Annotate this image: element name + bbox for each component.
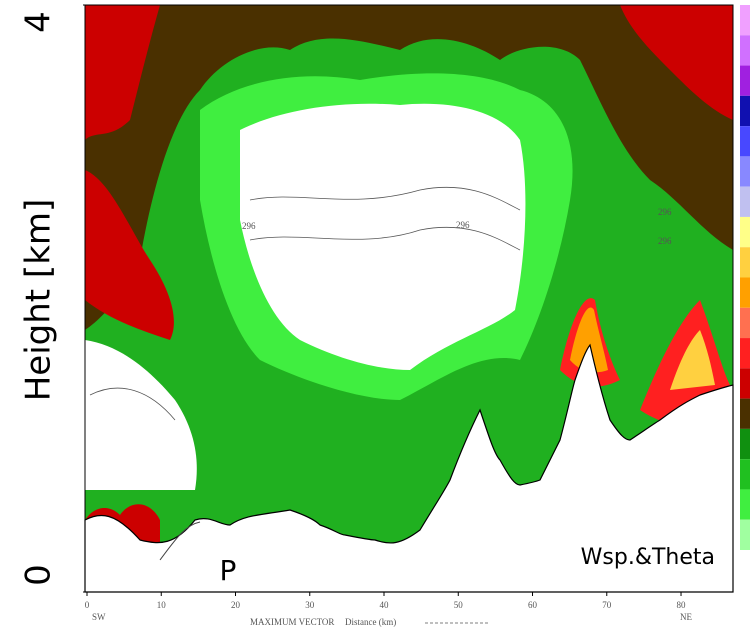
colorbar-swatch: [740, 519, 750, 550]
x-tick-label: 20: [231, 600, 241, 610]
colorbar-swatch: [740, 35, 750, 66]
x-axis-label: Distance (km): [345, 617, 396, 627]
annotations: P Wsp.&Theta SW NE MAXIMUM VECTOR 296 29…: [19, 199, 716, 627]
x-tick-label: 80: [677, 600, 687, 610]
x-tick-label: 0: [85, 600, 90, 610]
y-tick-label: 4: [19, 11, 59, 33]
y-axis-label: Height [km]: [19, 199, 59, 402]
x-tick-label: 70: [602, 600, 612, 610]
annotation: MAXIMUM VECTOR: [250, 617, 334, 627]
colorbar-swatch: [740, 338, 750, 369]
annotation: NE: [680, 612, 692, 622]
colorbar-swatch: [740, 216, 750, 248]
contour-label: 296: [456, 220, 470, 230]
colorbar-swatch: [740, 65, 750, 96]
colorbar-swatch: [740, 126, 750, 157]
contour-fill: [84, 5, 734, 593]
contour-label: 296: [658, 207, 672, 217]
colorbar-swatch: [740, 459, 750, 490]
plot-frame: [84, 4, 734, 593]
colorbar-swatch: [740, 5, 750, 36]
colorbar-swatch: [740, 307, 750, 339]
x-tick-label: 40: [380, 600, 390, 610]
annotation: P: [220, 554, 237, 587]
x-tick-label: 30: [305, 600, 315, 610]
colorbar-swatch: [740, 398, 750, 429]
y-tick-label: 0: [19, 564, 59, 586]
annotation: Wsp.&Theta: [581, 545, 715, 570]
colorbar-swatch: [740, 428, 750, 460]
colorbar-swatch: [740, 489, 750, 520]
x-tick-label: 50: [454, 600, 464, 610]
contour-label: 296: [658, 236, 672, 246]
colorbar-swatch: [740, 247, 750, 278]
colorbar-swatch: [740, 368, 750, 399]
x-tick-label: 10: [157, 600, 167, 610]
x-tick-label: 60: [528, 600, 538, 610]
colorbar-swatch: [740, 156, 750, 187]
annotation: SW: [92, 612, 106, 622]
colorbar-swatch: [740, 95, 750, 127]
contour-label: 296: [242, 221, 256, 231]
colorbar-swatch: [740, 277, 750, 308]
colorbar-swatch: [740, 186, 750, 217]
